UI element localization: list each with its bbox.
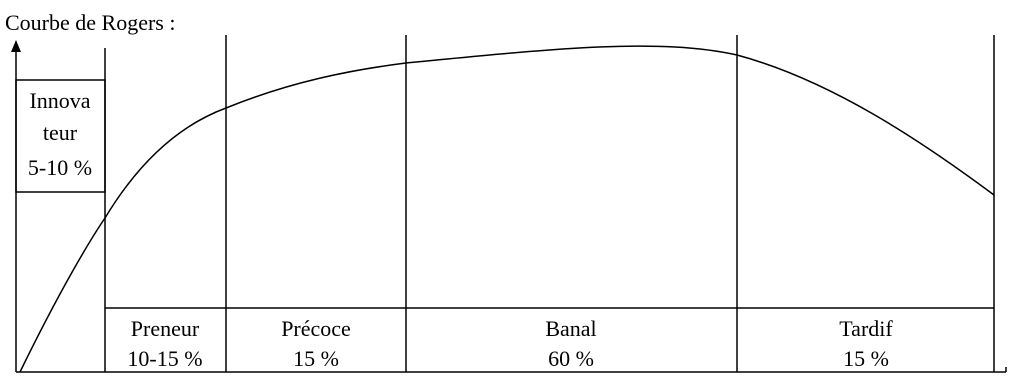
y-axis-arrow-icon	[11, 40, 21, 52]
segment-innovateur-pct: 5-10 %	[28, 155, 92, 180]
segment-preneur-name: Preneur	[131, 316, 200, 341]
segment-banal-name: Banal	[545, 316, 596, 341]
innovateur-box	[15, 79, 106, 193]
segment-innovateur-name: Innova	[29, 88, 90, 113]
diagram-title: Courbe de Rogers :	[5, 10, 175, 35]
segment-preneur-pct: 10-15 %	[127, 346, 202, 371]
segment-tardif-name: Tardif	[839, 316, 893, 341]
segment-precoce-name: Précoce	[281, 316, 351, 341]
segment-innovateur-name-2: teur	[43, 120, 78, 145]
segment-precoce-pct: 15 %	[293, 346, 339, 371]
segment-banal-pct: 60 %	[548, 346, 594, 371]
segment-tardif-pct: 15 %	[843, 346, 889, 371]
rogers-curve	[19, 45, 995, 373]
